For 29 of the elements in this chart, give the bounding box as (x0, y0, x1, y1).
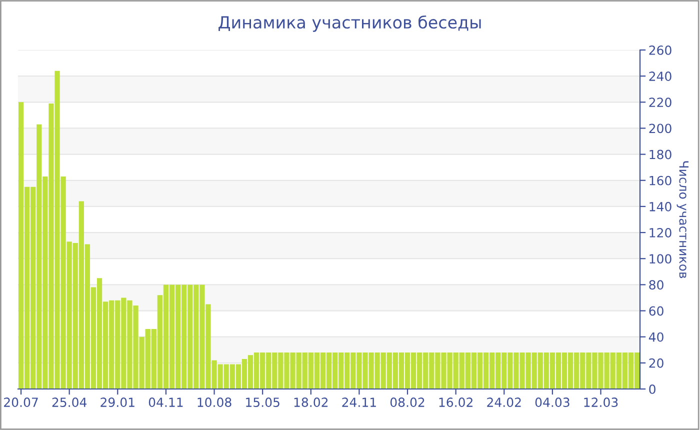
y-tick-label: 80 (649, 280, 664, 290)
y-tick-label: 220 (649, 98, 672, 108)
y-tick-label: 260 (649, 45, 672, 55)
x-tick-label: 24.11 (342, 398, 376, 407)
chart-title: Динамика участников беседы (218, 15, 481, 32)
y-tick-label: 20 (649, 358, 664, 368)
x-tick-label: 18.02 (294, 398, 328, 408)
x-tick-label: 20.07 (4, 398, 38, 408)
y-tick-label: 120 (650, 228, 672, 238)
y-tick-label: 200 (649, 124, 672, 134)
y-tick-label: 0 (649, 384, 656, 394)
y-tick-label: 180 (650, 150, 672, 160)
y-axis-title: Число участников (676, 161, 688, 278)
x-tick-label: 15.05 (246, 398, 280, 408)
y-tick-label: 60 (649, 306, 664, 316)
x-tick-label: 24.02 (487, 398, 521, 408)
y-tick-label: 240 (649, 72, 672, 82)
x-tick-label: 29.01 (100, 398, 134, 408)
y-tick-label: 100 (650, 254, 672, 264)
y-tick-label: 40 (648, 332, 664, 342)
x-tick-label: 25.04 (52, 398, 87, 408)
x-tick-label: 04.03 (535, 398, 570, 408)
x-tick-label: 10.08 (198, 398, 232, 408)
x-tick-label: 12.03 (584, 398, 618, 408)
x-tick-label: 16.02 (439, 398, 472, 408)
y-tick-label: 160 (650, 176, 672, 186)
x-tick-label: 08.02 (390, 398, 424, 408)
x-tick-label: 04.11 (148, 398, 183, 408)
y-tick-label: 140 (650, 202, 672, 212)
